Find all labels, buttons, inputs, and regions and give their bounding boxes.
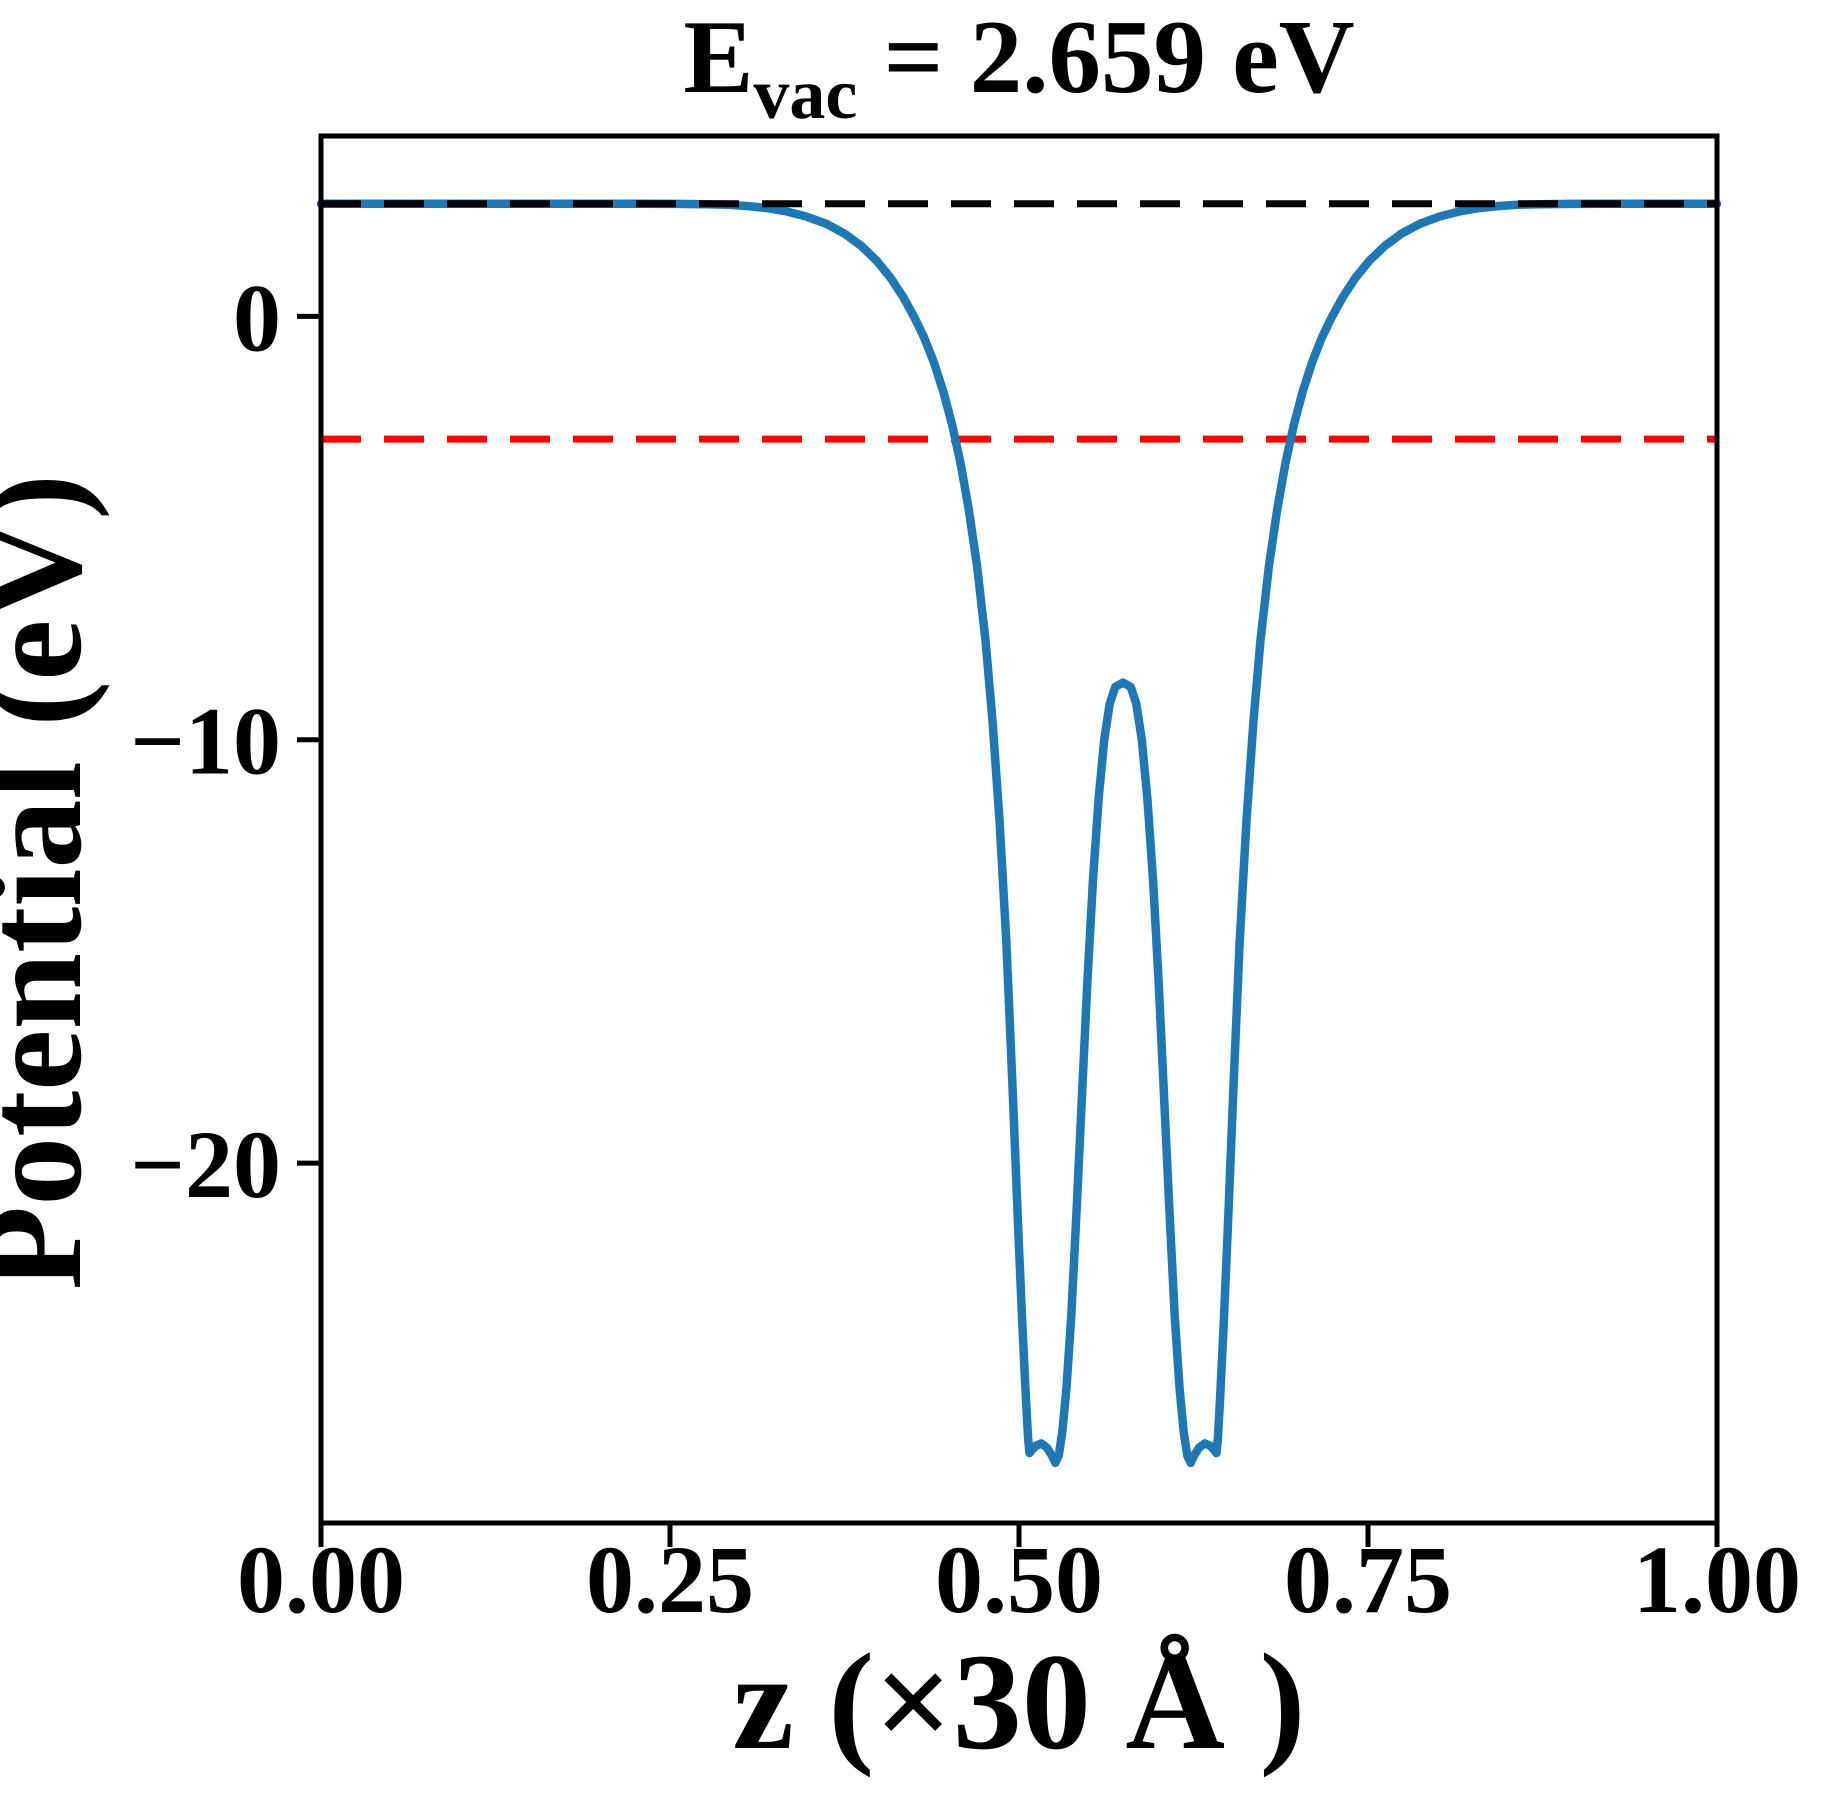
x-tick-label: 0.75 (1284, 1526, 1452, 1633)
x-tick-label: 0.25 (586, 1526, 754, 1633)
x-tick-label: 1.00 (1633, 1526, 1801, 1633)
y-tick-label: −10 (130, 688, 281, 795)
y-tick-label: 0 (233, 264, 281, 371)
x-tick-label: 0.00 (237, 1526, 405, 1633)
y-axis-label: Potential (eV) (0, 474, 110, 1290)
chart-title: Evac = 2.659 eV (683, 0, 1354, 134)
chart-layer: 0.00 0.25 0.50 0.75 1.00 0 −10 −20 (130, 133, 1801, 1633)
x-tick-label: 0.50 (935, 1526, 1103, 1633)
potential-curve (316, 199, 1722, 1468)
y-tick-label: −20 (130, 1111, 281, 1218)
x-axis-label: z (×30 Å ) (733, 1625, 1306, 1778)
